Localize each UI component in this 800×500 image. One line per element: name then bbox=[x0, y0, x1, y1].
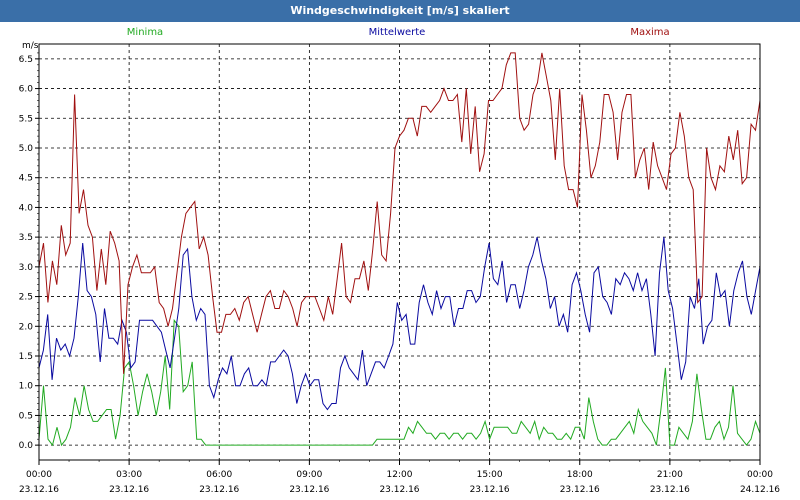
x-tick-date: 23.12.16 bbox=[560, 485, 600, 495]
x-tick-time: 15:00 bbox=[477, 470, 503, 480]
y-tick-label: 5.5 bbox=[19, 114, 33, 124]
y-tick-label: 4.0 bbox=[19, 203, 34, 213]
series-line-min bbox=[38, 318, 761, 447]
x-tick-time: 18:00 bbox=[567, 470, 593, 480]
y-tick-label: 1.5 bbox=[19, 352, 33, 362]
legend-max: Maxima bbox=[630, 27, 669, 38]
x-tick-date: 24.12.16 bbox=[740, 485, 780, 495]
x-tick-time: 09:00 bbox=[296, 470, 322, 480]
x-tick-date: 23.12.16 bbox=[650, 485, 690, 495]
x-tick-time: 06:00 bbox=[206, 470, 232, 480]
x-tick-time: 12:00 bbox=[387, 470, 413, 480]
series-line-max bbox=[38, 52, 761, 374]
y-tick-label: 3.5 bbox=[19, 233, 33, 243]
x-tick-date: 23.12.16 bbox=[379, 485, 419, 495]
line-chart: Minima Mittelwerte Maxima m/s 0.0 0.5 1.0 1.5 2… bbox=[19, 27, 781, 495]
x-tick-date: 23.12.16 bbox=[19, 485, 59, 495]
x-tick-time: 00:00 bbox=[26, 470, 52, 480]
y-tick-label: 3.0 bbox=[19, 263, 34, 273]
y-tick-label: 0.0 bbox=[19, 441, 34, 451]
y-tick-label: 0.5 bbox=[19, 411, 33, 421]
y-axis-label: m/s bbox=[22, 41, 39, 51]
x-tick-time: 21:00 bbox=[657, 470, 683, 480]
series-line-mean bbox=[38, 236, 761, 411]
y-tick-label: 1.0 bbox=[19, 382, 34, 392]
y-tick-label: 2.0 bbox=[19, 322, 34, 332]
legend-mean: Mittelwerte bbox=[369, 27, 426, 38]
y-tick-label: 4.5 bbox=[19, 174, 33, 184]
legend-min: Minima bbox=[127, 27, 163, 38]
x-tick-time: 00:00 bbox=[747, 470, 773, 480]
y-tick-label: 2.5 bbox=[19, 293, 33, 303]
x-tick-date: 23.12.16 bbox=[289, 485, 329, 495]
y-tick-label: 5.0 bbox=[19, 144, 34, 154]
x-tick-date: 23.12.16 bbox=[109, 485, 149, 495]
x-tick-date: 23.12.16 bbox=[199, 485, 239, 495]
y-tick-label: 6.5 bbox=[19, 55, 33, 65]
x-tick-date: 23.12.16 bbox=[470, 485, 510, 495]
window-title: Windgeschwindigkeit [m/s] skaliert bbox=[0, 0, 800, 22]
y-tick-label: 6.0 bbox=[19, 85, 34, 95]
x-tick-time: 03:00 bbox=[116, 470, 142, 480]
